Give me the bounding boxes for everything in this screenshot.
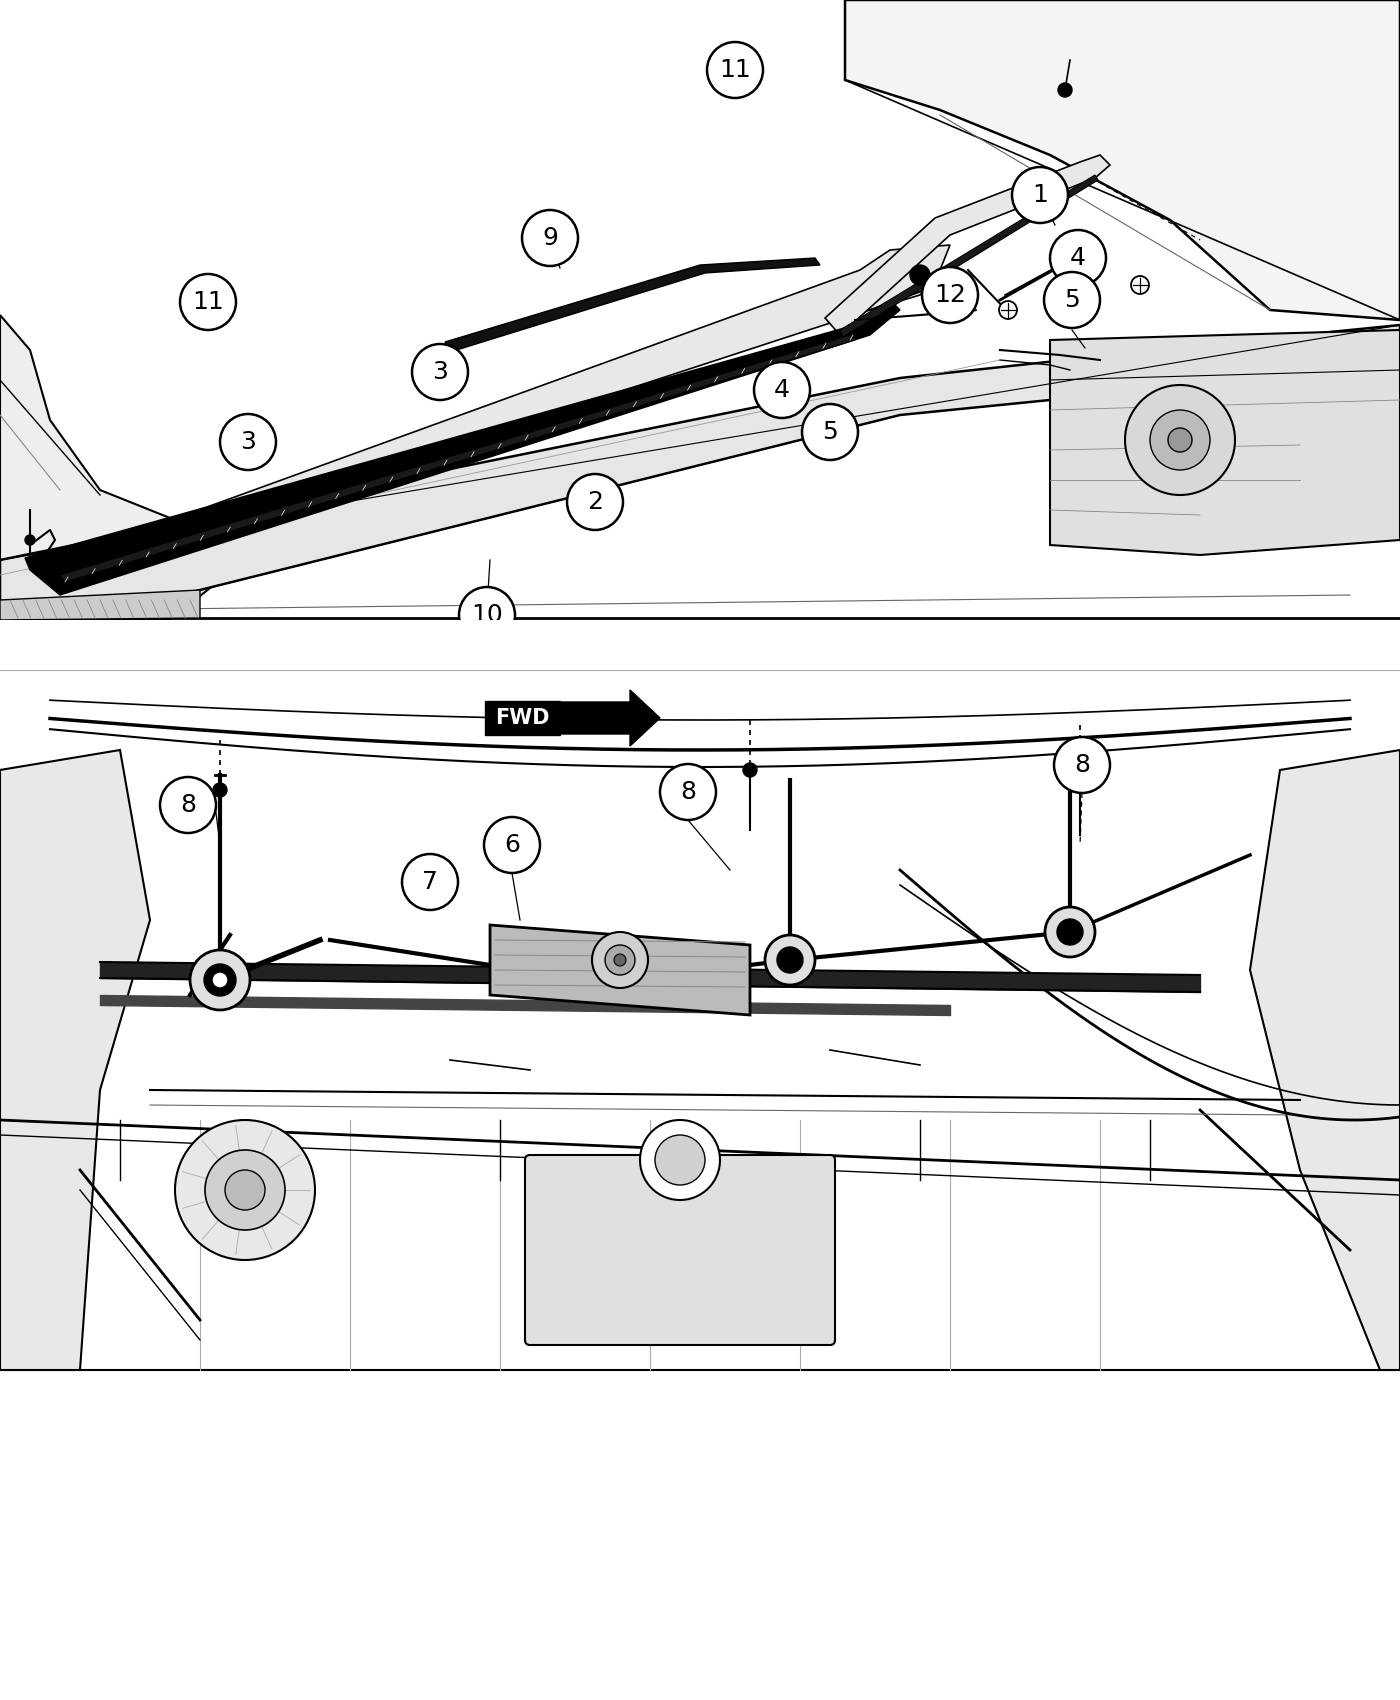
Text: FWD: FWD bbox=[494, 707, 549, 728]
Circle shape bbox=[1050, 230, 1106, 286]
Polygon shape bbox=[55, 245, 951, 590]
Circle shape bbox=[605, 945, 636, 976]
Text: 2: 2 bbox=[587, 490, 603, 513]
Text: 11: 11 bbox=[720, 58, 750, 82]
Polygon shape bbox=[0, 590, 200, 620]
Text: 8: 8 bbox=[1074, 753, 1091, 777]
Polygon shape bbox=[1050, 330, 1400, 554]
Text: 5: 5 bbox=[1064, 287, 1079, 313]
Circle shape bbox=[459, 586, 515, 643]
Text: 8: 8 bbox=[181, 792, 196, 818]
Circle shape bbox=[522, 211, 578, 265]
Circle shape bbox=[1168, 428, 1191, 452]
Text: 11: 11 bbox=[192, 291, 224, 314]
Polygon shape bbox=[846, 0, 1400, 320]
Polygon shape bbox=[560, 690, 659, 746]
Circle shape bbox=[1000, 301, 1016, 320]
Text: 6: 6 bbox=[504, 833, 519, 857]
Circle shape bbox=[592, 932, 648, 988]
Circle shape bbox=[190, 950, 251, 1010]
Circle shape bbox=[655, 1136, 706, 1185]
Circle shape bbox=[204, 964, 237, 996]
Circle shape bbox=[1072, 768, 1086, 782]
Circle shape bbox=[1058, 83, 1072, 97]
Text: 10: 10 bbox=[472, 604, 503, 627]
Text: 8: 8 bbox=[680, 780, 696, 804]
FancyBboxPatch shape bbox=[0, 620, 1400, 670]
Circle shape bbox=[211, 972, 228, 988]
Text: 7: 7 bbox=[421, 870, 438, 894]
Circle shape bbox=[204, 1149, 286, 1231]
Polygon shape bbox=[0, 750, 150, 1370]
Polygon shape bbox=[60, 335, 855, 581]
Polygon shape bbox=[0, 314, 230, 620]
Circle shape bbox=[213, 784, 227, 797]
Circle shape bbox=[755, 362, 811, 418]
Circle shape bbox=[659, 763, 715, 819]
Circle shape bbox=[1149, 410, 1210, 469]
Circle shape bbox=[743, 763, 757, 777]
Circle shape bbox=[484, 818, 540, 874]
Circle shape bbox=[1131, 275, 1149, 294]
Circle shape bbox=[764, 935, 815, 984]
Circle shape bbox=[220, 415, 276, 469]
Circle shape bbox=[802, 405, 858, 461]
Circle shape bbox=[160, 777, 216, 833]
Circle shape bbox=[1044, 272, 1100, 328]
Text: 5: 5 bbox=[822, 420, 837, 444]
Circle shape bbox=[640, 1120, 720, 1200]
FancyBboxPatch shape bbox=[484, 700, 560, 734]
Text: 3: 3 bbox=[433, 360, 448, 384]
Circle shape bbox=[707, 42, 763, 99]
Text: 1: 1 bbox=[1032, 184, 1049, 207]
Text: 12: 12 bbox=[934, 282, 966, 308]
Polygon shape bbox=[25, 304, 900, 595]
Circle shape bbox=[1054, 738, 1110, 792]
Text: 4: 4 bbox=[1070, 246, 1086, 270]
Circle shape bbox=[1012, 167, 1068, 223]
Circle shape bbox=[181, 274, 237, 330]
Circle shape bbox=[402, 853, 458, 910]
Circle shape bbox=[225, 1170, 265, 1210]
Polygon shape bbox=[1250, 750, 1400, 1370]
Circle shape bbox=[777, 947, 804, 972]
Circle shape bbox=[175, 1120, 315, 1260]
Circle shape bbox=[910, 265, 930, 286]
Circle shape bbox=[1057, 920, 1084, 945]
Circle shape bbox=[615, 954, 626, 966]
Circle shape bbox=[1044, 908, 1095, 957]
Polygon shape bbox=[445, 258, 820, 352]
Text: 9: 9 bbox=[542, 226, 559, 250]
Circle shape bbox=[412, 343, 468, 400]
Circle shape bbox=[567, 474, 623, 530]
FancyBboxPatch shape bbox=[525, 1154, 834, 1345]
Circle shape bbox=[1126, 384, 1235, 495]
Text: 4: 4 bbox=[774, 377, 790, 401]
Circle shape bbox=[923, 267, 979, 323]
Circle shape bbox=[25, 536, 35, 546]
Polygon shape bbox=[825, 155, 1110, 335]
Text: 3: 3 bbox=[239, 430, 256, 454]
Polygon shape bbox=[0, 325, 1400, 639]
Polygon shape bbox=[840, 175, 1098, 337]
Polygon shape bbox=[490, 925, 750, 1015]
